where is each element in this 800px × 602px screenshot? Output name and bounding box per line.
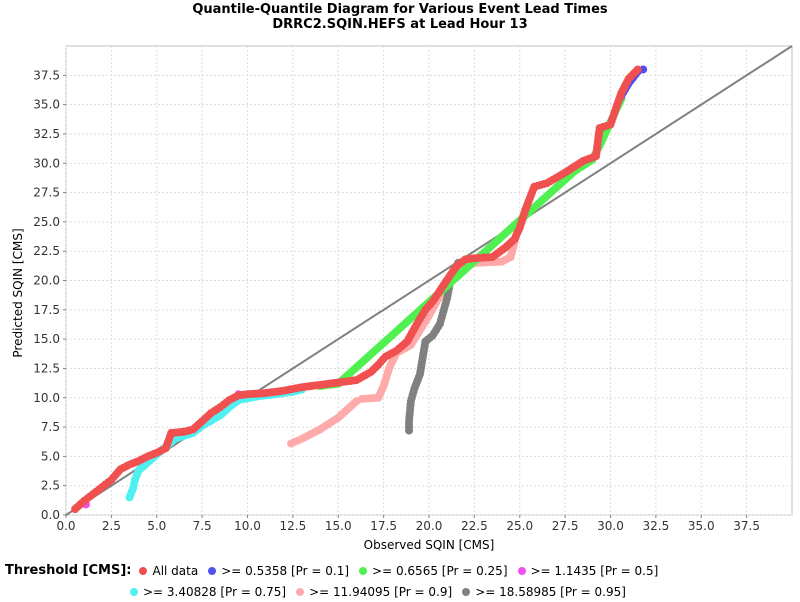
legend-label: >= 1.1435 [Pr = 0.5] — [530, 563, 659, 578]
y-tick-label: 32.5 — [33, 127, 60, 141]
y-tick-label: 30.0 — [33, 156, 60, 170]
x-tick-label: 12.5 — [280, 519, 307, 533]
y-tick-label: 25.0 — [33, 215, 60, 229]
legend-item-all-data: All data — [139, 564, 198, 578]
legend-swatch-icon — [139, 566, 148, 575]
legend: Threshold [CMS]: All data >= 0.5358 [Pr … — [5, 560, 795, 602]
chart-title: Quantile-Quantile Diagram for Various Ev… — [192, 2, 608, 17]
y-tick-label: 7.5 — [41, 420, 60, 434]
x-tick-label: 2.5 — [102, 519, 121, 533]
y-tick-label: 5.0 — [41, 449, 60, 463]
legend-item-pr-0-1: >= 0.5358 [Pr = 0.1] — [208, 564, 349, 578]
grid-lines — [65, 46, 792, 516]
y-tick-label: 20.0 — [33, 274, 60, 288]
x-tick-label: 32.5 — [643, 519, 670, 533]
legend-swatch-icon — [359, 566, 368, 575]
legend-title: Threshold [CMS]: — [5, 563, 132, 578]
x-axis-ticks: 0.0 2.5 5.0 7.5 10.0 12.5 15.0 17.5 20.0 22.5 25.0… — [56, 515, 760, 533]
legend-label: >= 18.58985 [Pr = 0.95] — [475, 584, 626, 599]
legend-label: >= 11.94095 [Pr = 0.9] — [309, 584, 453, 599]
x-tick-label: 15.0 — [325, 519, 352, 533]
y-tick-label: 0.0 — [41, 508, 60, 522]
x-tick-label: 5.0 — [147, 519, 166, 533]
legend-swatch-icon — [208, 566, 217, 575]
x-tick-label: 17.5 — [370, 519, 397, 533]
x-axis-label: Observed SQIN [CMS] — [364, 538, 495, 552]
data-point — [633, 65, 642, 74]
y-tick-label: 2.5 — [41, 479, 60, 493]
x-tick-label: 7.5 — [193, 519, 212, 533]
y-tick-label: 15.0 — [33, 332, 60, 346]
y-tick-label: 10.0 — [33, 391, 60, 405]
chart-subtitle: DRRC2.SQIN.HEFS at Lead Hour 13 — [272, 17, 527, 32]
y-tick-label: 37.5 — [33, 68, 60, 82]
x-tick-label: 10.0 — [234, 519, 261, 533]
qq-chart: Quantile-Quantile Diagram for Various Ev… — [11, 2, 793, 552]
y-axis-label: Predicted SQIN [CMS] — [11, 228, 25, 357]
series-0 — [71, 65, 642, 514]
legend-item-pr-0-5: >= 1.1435 [Pr = 0.5] — [517, 563, 659, 578]
legend-item-pr-0-75: >= 3.40828 [Pr = 0.75] — [130, 585, 286, 599]
data-points — [71, 65, 648, 514]
legend-label: >= 3.40828 [Pr = 0.75] — [143, 584, 287, 599]
legend-row-1: Threshold [CMS]: All data >= 0.5358 [Pr … — [5, 560, 795, 581]
legend-row-2: >= 3.40828 [Pr = 0.75] >= 11.94095 [Pr =… — [5, 581, 795, 602]
legend-label: All data — [152, 563, 199, 578]
legend-label: >= 0.5358 [Pr = 0.1] — [221, 563, 350, 578]
x-tick-label: 20.0 — [416, 519, 443, 533]
x-tick-label: 22.5 — [461, 519, 488, 533]
x-tick-label: 30.0 — [597, 519, 624, 533]
y-tick-label: 12.5 — [33, 361, 60, 375]
x-tick-label: 25.0 — [506, 519, 533, 533]
x-tick-label: 35.0 — [688, 519, 715, 533]
y-tick-label: 22.5 — [33, 244, 60, 258]
x-tick-label: 37.5 — [733, 519, 760, 533]
legend-swatch-icon — [462, 587, 471, 596]
legend-item-pr-0-95: >= 18.58985 [Pr = 0.95] — [462, 585, 626, 599]
x-tick-label: 0.0 — [56, 519, 75, 533]
legend-swatch-icon — [130, 587, 138, 596]
y-tick-label: 27.5 — [33, 186, 60, 200]
legend-label: >= 0.6565 [Pr = 0.25] — [372, 563, 508, 578]
legend-swatch-icon — [517, 566, 526, 575]
legend-swatch-icon — [296, 587, 305, 596]
legend-item-pr-0-25: >= 0.6565 [Pr = 0.25] — [359, 563, 508, 578]
x-tick-label: 27.5 — [552, 519, 579, 533]
y-axis-ticks: 0.0 2.5 5.0 7.5 10.0 12.5 15.0 17.5 20.0 22.5 25.0… — [33, 68, 66, 522]
y-tick-label: 35.0 — [33, 98, 60, 112]
y-tick-label: 17.5 — [33, 303, 60, 317]
legend-item-pr-0-9: >= 11.94095 [Pr = 0.9] — [296, 585, 452, 599]
